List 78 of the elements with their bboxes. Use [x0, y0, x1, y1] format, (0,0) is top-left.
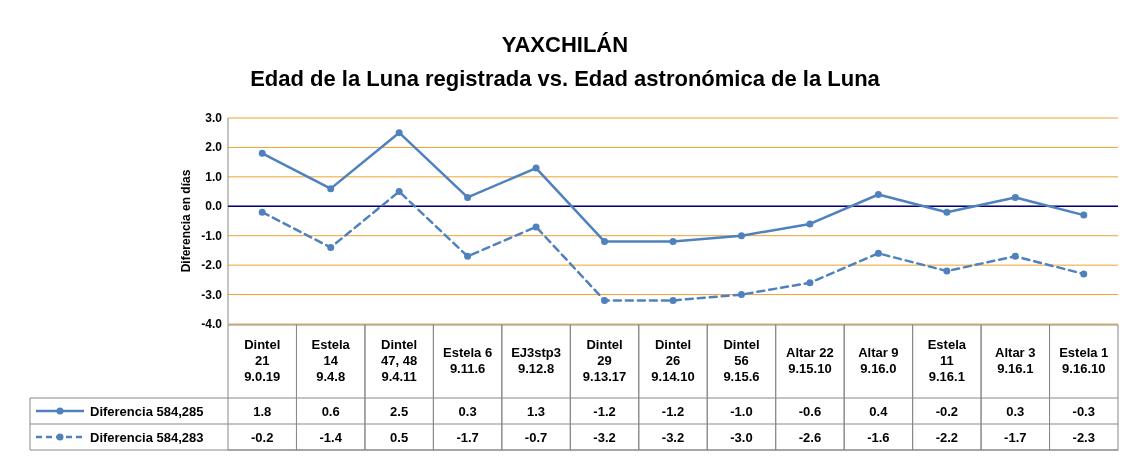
- point: [327, 185, 335, 193]
- point: [1011, 193, 1019, 201]
- x-tick-label: Estela 1 9.16.10: [1059, 345, 1109, 376]
- data-label: -3.0: [730, 430, 753, 445]
- data-label: -2.3: [1072, 430, 1095, 445]
- point: [258, 149, 266, 157]
- y-tick-label: 1.0: [205, 169, 223, 184]
- point: [874, 191, 882, 199]
- point: [601, 296, 609, 304]
- data-label: -1.2: [661, 404, 685, 419]
- point: [806, 279, 814, 287]
- data-label: -3.2: [661, 430, 685, 445]
- x-tick-label: Altar 22 9.15.10: [786, 345, 834, 376]
- x-tick-label: EJ3stp3 9.12.8: [511, 345, 562, 376]
- point: [464, 252, 472, 260]
- chart-title: YAXCHILÁN: [501, 32, 629, 57]
- point: [669, 238, 677, 246]
- data-label: -1.0: [730, 404, 753, 419]
- data-label: -1.7: [1004, 430, 1027, 445]
- point: [327, 243, 335, 251]
- point: [943, 208, 951, 216]
- point: [258, 208, 266, 216]
- data-label: 0.5: [390, 430, 409, 445]
- x-tick-label: Estela 11 9.16.1: [927, 337, 967, 384]
- x-tick-label: Dintel 47, 48 9.4.11: [381, 337, 418, 384]
- point: [601, 238, 609, 246]
- y-tick-label: 2.0: [205, 140, 223, 155]
- data-label: -1.7: [456, 430, 479, 445]
- data-label: -1.6: [867, 430, 890, 445]
- y-tick-label: -3.0: [201, 287, 223, 302]
- point: [1080, 270, 1088, 278]
- point: [737, 232, 745, 240]
- point: [532, 223, 540, 231]
- x-tick-label: Estela 6 9.11.6: [443, 345, 493, 376]
- point: [1080, 211, 1088, 219]
- point: [943, 267, 951, 275]
- x-tick-label: Dintel 56 9.15.6: [723, 337, 760, 384]
- x-tick-label: Estela 14 9.4.8: [311, 337, 351, 384]
- x-tick-label: Altar 3 9.16.1: [995, 345, 1036, 376]
- data-label: -0.2: [935, 404, 959, 419]
- y-tick-label: -2.0: [201, 258, 223, 273]
- point: [806, 220, 814, 228]
- data-label: -0.3: [1072, 404, 1095, 419]
- x-tick-label: Dintel 21 9.0.19: [244, 337, 281, 384]
- legend-label: Diferencia 584,283: [90, 430, 204, 445]
- data-label: -0.7: [524, 430, 548, 445]
- x-tick-label: Altar 9 9.16.0: [858, 345, 899, 376]
- data-label: -0.6: [798, 404, 822, 419]
- data-label: 0.4: [869, 404, 889, 419]
- data-label: 0.3: [458, 404, 477, 419]
- x-tick-label: Dintel 26 9.14.10: [651, 337, 695, 384]
- x-tick-label: Dintel 29 9.13.17: [582, 337, 627, 384]
- data-label: -1.4: [319, 430, 343, 445]
- legend-label: Diferencia 584,285: [90, 404, 204, 419]
- point: [669, 296, 677, 304]
- y-tick-label: -4.0: [201, 317, 223, 331]
- data-label: -3.2: [593, 430, 616, 445]
- y-axis-title: Diferencia en días: [179, 169, 193, 273]
- chart-subtitle: Edad de la Luna registrada vs. Edad astronómica de la Luna: [250, 66, 881, 91]
- data-label: 1.8: [253, 404, 272, 419]
- data-label: 2.5: [390, 404, 409, 419]
- point: [874, 249, 882, 257]
- data-label: -2.6: [798, 430, 822, 445]
- point: [395, 188, 403, 196]
- data-label: 0.3: [1006, 404, 1025, 419]
- data-label: 0.6: [321, 404, 340, 419]
- y-tick-label: 3.0: [205, 111, 223, 125]
- data-label: -2.2: [935, 430, 959, 445]
- data-label: 1.3: [527, 404, 546, 419]
- point: [464, 193, 472, 201]
- y-tick-label: 0.0: [205, 199, 223, 214]
- point: [395, 129, 403, 137]
- point: [532, 164, 540, 172]
- point: [737, 291, 745, 299]
- data-label: -0.2: [251, 430, 274, 445]
- data-label: -1.2: [593, 404, 616, 419]
- point: [1011, 252, 1019, 260]
- y-tick-label: -1.0: [201, 228, 223, 243]
